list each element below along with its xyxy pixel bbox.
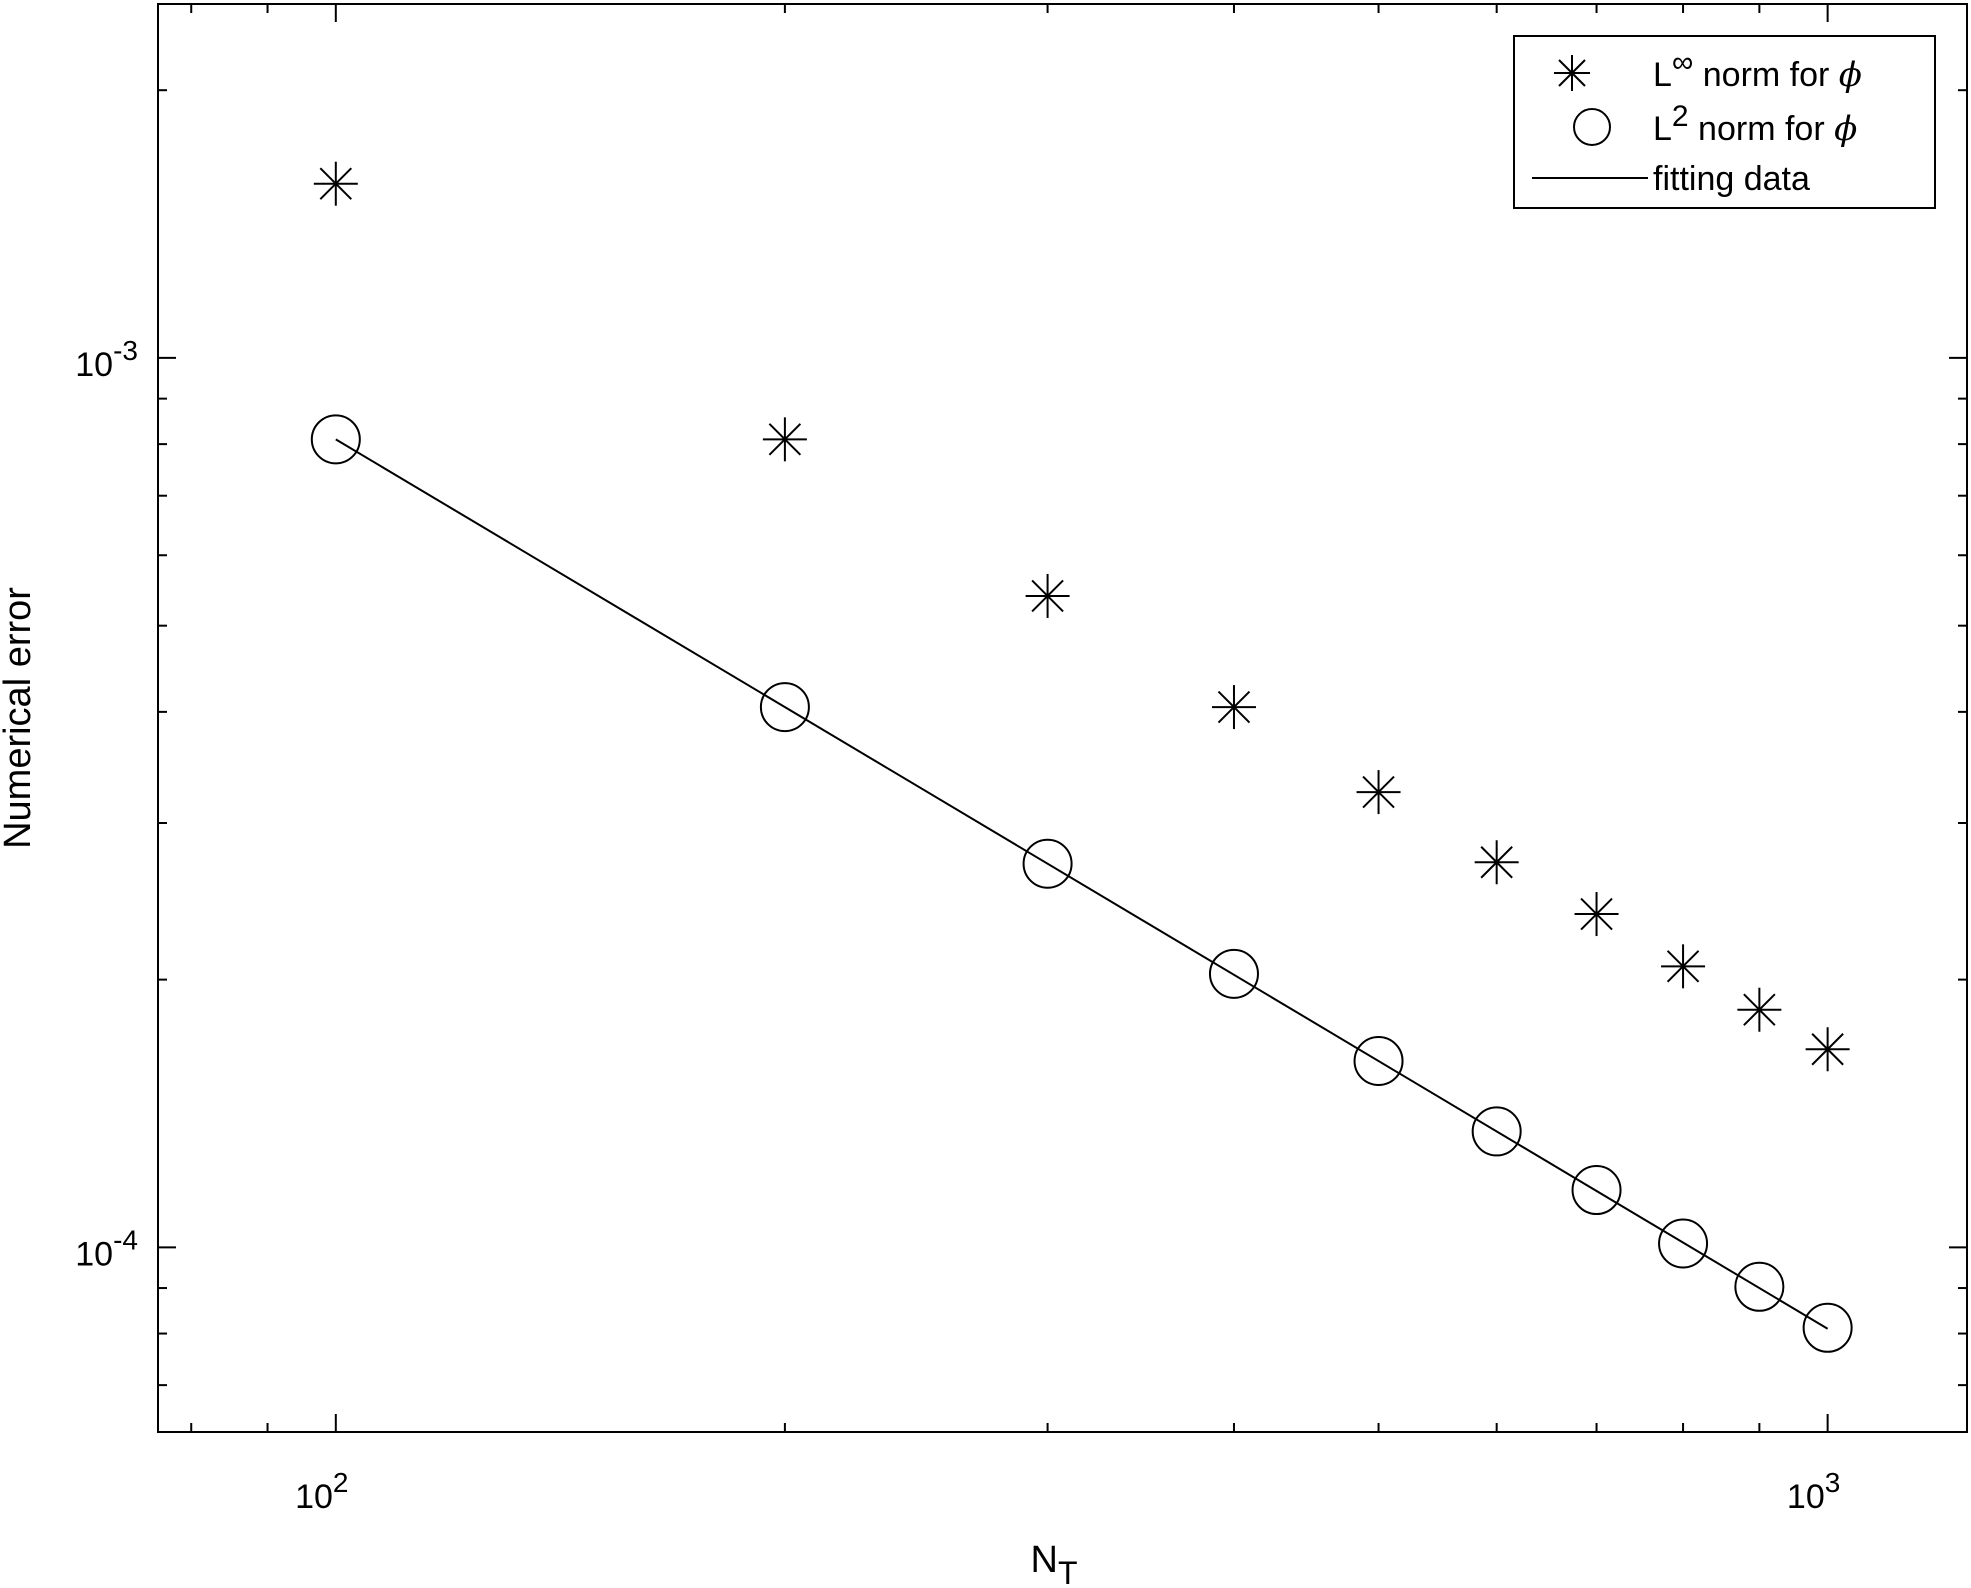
- legend-item-linf: L∞ norm for ϕ: [1554, 46, 1862, 95]
- l2-point: [1802, 1302, 1853, 1353]
- x-tick-label: 103: [1787, 1467, 1840, 1516]
- linf-point-stroke: [1362, 775, 1395, 809]
- axes-box: [157, 3, 1968, 1433]
- linf-point: [1661, 944, 1706, 989]
- series-line: [335, 438, 1829, 1330]
- legend-l2-text: norm for: [1689, 110, 1834, 148]
- l2-point: [1658, 1218, 1709, 1269]
- linf-point: [313, 161, 358, 206]
- legend-linf-text: norm for: [1693, 56, 1838, 94]
- legend-item-l2: L2 norm for ϕ: [1573, 100, 1857, 149]
- x-tick-label-exp: 2: [333, 1467, 349, 1498]
- linf-point: [1574, 892, 1619, 937]
- linf-point-stroke: [768, 423, 802, 456]
- x-axis-label-base: N: [1031, 1539, 1058, 1581]
- linf-point: [762, 417, 807, 462]
- minor-ticks: [158, 4, 1967, 1432]
- linf-point-stroke: [1811, 1033, 1844, 1066]
- legend-asterisk-marker: [1554, 55, 1590, 91]
- y-tick-label-exp: -4: [113, 1224, 138, 1255]
- linf-point-stroke: [1480, 846, 1513, 879]
- linf-point-stroke: [1743, 993, 1776, 1026]
- legend-linf-sup: ∞: [1672, 46, 1693, 79]
- legend-l2-sup: 2: [1672, 100, 1689, 133]
- legend-label-linf: L∞ norm for ϕ: [1653, 46, 1862, 95]
- l2-point: [310, 414, 361, 465]
- linf-point: [1805, 1027, 1850, 1072]
- y-axis-label: Numerical error: [0, 587, 39, 849]
- y-tick-label: 10-3: [75, 335, 138, 384]
- l2-point: [759, 682, 810, 733]
- linf-point-stroke: [319, 167, 353, 200]
- major-ticks: [158, 4, 1967, 1432]
- l2-point: [1353, 1036, 1404, 1087]
- linf-point-stroke: [1031, 579, 1064, 613]
- legend-l2-L: L: [1653, 110, 1672, 148]
- l2-point: [1471, 1106, 1522, 1157]
- linf-point-stroke: [1580, 897, 1613, 931]
- linf-point: [1474, 840, 1519, 885]
- y-tick-label: 10-4: [75, 1224, 138, 1273]
- legend-label-fit: fitting data: [1653, 160, 1810, 198]
- y-tick-label-base: 10: [75, 1235, 113, 1273]
- legend: L∞ norm for ϕ L2 norm for ϕ fitting data: [1513, 35, 1936, 209]
- legend-circle-marker: [1573, 108, 1611, 146]
- linf-point-stroke: [1666, 950, 1700, 983]
- x-axis-label: NT: [1031, 1539, 1078, 1588]
- y-tick-label-base: 10: [75, 346, 113, 384]
- fitting-line: [335, 438, 1829, 1330]
- linf-point: [1737, 987, 1782, 1032]
- legend-l2-phi: ϕ: [1834, 109, 1857, 149]
- y-tick-label-exp: -3: [113, 335, 138, 366]
- series-circle: [310, 414, 1853, 1353]
- x-tick-label-base: 10: [1787, 1478, 1825, 1516]
- legend-linf-L: L: [1653, 56, 1672, 94]
- linf-point: [1025, 573, 1070, 618]
- x-tick-label: 102: [295, 1467, 348, 1516]
- l2-point: [1571, 1165, 1622, 1216]
- linf-point: [1211, 685, 1256, 730]
- x-tick-label-exp: 3: [1825, 1467, 1841, 1498]
- x-tick-label-base: 10: [295, 1478, 333, 1516]
- l2-point: [1022, 838, 1073, 889]
- linf-point: [1356, 770, 1401, 815]
- series-asterisk: [313, 161, 1850, 1072]
- x-axis-label-sub: T: [1058, 1555, 1078, 1588]
- legend-label-l2: L2 norm for ϕ: [1653, 100, 1857, 149]
- legend-linf-phi: ϕ: [1839, 55, 1862, 95]
- linf-point-stroke: [1217, 690, 1251, 724]
- l2-point: [1208, 948, 1259, 999]
- l2-point: [1734, 1261, 1785, 1312]
- legend-box: [1513, 35, 1936, 209]
- series-layer: [310, 161, 1853, 1353]
- legend-item-fit: fitting data: [1532, 160, 1810, 198]
